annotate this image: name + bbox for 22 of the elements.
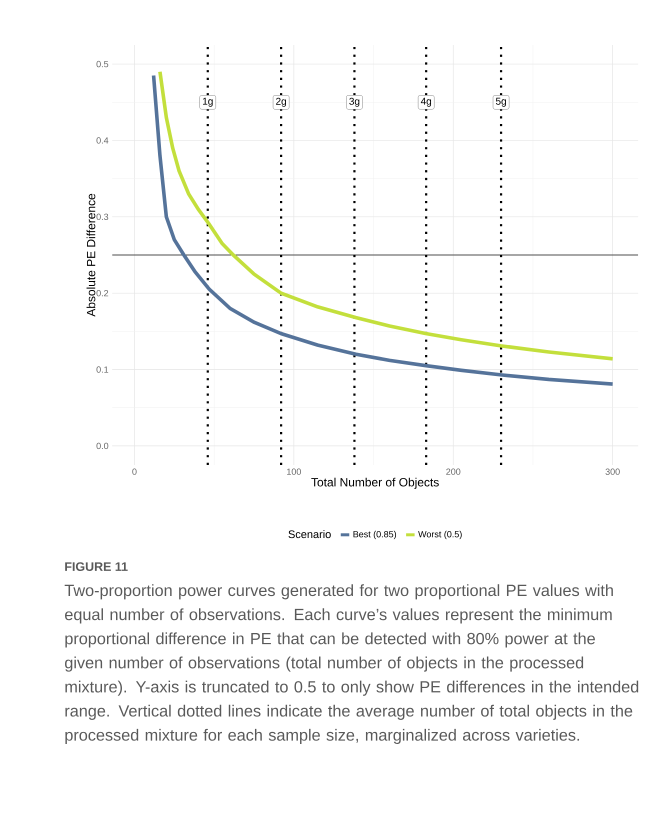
x-tick-label: 100 <box>287 468 301 475</box>
ref-line-label: 4g <box>420 98 431 107</box>
text: Two-proportion power curves generated for two proportional PE values with equal number of observations. Each curve’s values represent the minimum proportional difference in PE that can be detected with 80% power at the given number of observations (total number of objects in the processed mixture). Y-axis is truncated to 0.5 to only show PE differences in the intended range. Vertical dotted lines indicate the average number of total objects in the processed mixture for each sample size, marginalized across varieties. <box>64 584 638 744</box>
caption: FIGURE 11 <box>65 562 128 572</box>
y-tick-label: 0.4 <box>96 137 108 144</box>
ref-line-label: 1g <box>202 98 213 107</box>
y-tick-label: 0.2 <box>96 290 108 296</box>
x-tick-label: 0 <box>132 468 137 475</box>
y-tick-label: 0.3 <box>96 214 108 220</box>
x-tick-label: 200 <box>446 468 460 475</box>
y-axis-title: Absolute PE Difference <box>86 194 96 317</box>
x-tick-label: 300 <box>605 468 620 475</box>
legend-label: Best (0.85) <box>353 530 396 540</box>
y-tick-label: 0.1 <box>96 366 108 373</box>
x-axis-title: Total Number of Objects <box>311 478 439 489</box>
ref-line-label: 3g <box>349 98 360 107</box>
y-tick-label: 0.0 <box>96 442 108 450</box>
y-tick-label: 0.5 <box>96 60 108 68</box>
legend-title: Scenario <box>288 530 331 538</box>
ref-line-label: 2g <box>276 98 286 107</box>
legend-label: Worst (0.5) <box>418 530 462 540</box>
ref-line-label: 5g <box>496 98 506 107</box>
